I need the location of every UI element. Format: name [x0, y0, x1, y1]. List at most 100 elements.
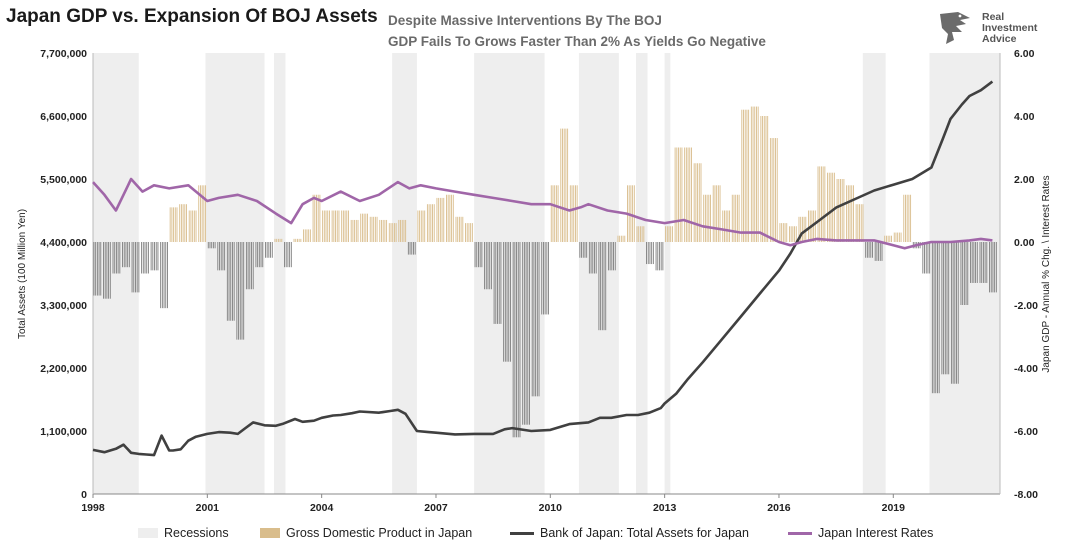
gdp-bar-stripe: [950, 242, 952, 384]
recession-band: [636, 53, 648, 494]
gdp-bar-stripe: [717, 185, 719, 242]
gdp-bar: [474, 242, 483, 268]
y-axis-label-left: Total Assets (100 Million Yen): [17, 209, 28, 339]
gdp-bar-stripe: [582, 242, 584, 258]
gdp-bar-stripe: [748, 109, 750, 242]
gdp-bar-stripe: [827, 172, 829, 242]
gdp-bar: [436, 197, 445, 242]
gdp-bar-stripe: [241, 242, 243, 340]
gdp-bar-stripe: [943, 242, 945, 375]
y-tick-label-right: -8.00: [1014, 489, 1038, 501]
gdp-bar-stripe: [846, 185, 848, 242]
gdp-bar-stripe: [327, 210, 329, 242]
gdp-bar-stripe: [376, 216, 378, 242]
gdp-bar-stripe: [96, 242, 98, 296]
gdp-bar-stripe: [548, 242, 550, 315]
gdp-bar-stripe: [784, 223, 786, 242]
gdp-bar-stripe: [638, 226, 640, 242]
gdp-bar: [855, 204, 864, 242]
gdp-bar-stripe: [565, 128, 567, 242]
gdp-bar-stripe: [872, 242, 873, 258]
gdp-bar-stripe: [462, 216, 464, 242]
gdp-bar: [131, 242, 140, 293]
gdp-bar-stripe: [776, 138, 778, 242]
gdp-bar-stripe: [655, 242, 657, 271]
gdp-bar-stripe: [841, 179, 843, 242]
gdp-bar-stripe: [660, 242, 662, 271]
y-tick-label-left: 4,400,000: [40, 237, 87, 249]
gdp-bar-stripe: [268, 242, 270, 258]
legend-label-rates: Japan Interest Rates: [818, 526, 934, 540]
gdp-bar-stripe: [470, 223, 472, 242]
gdp-bar-stripe: [832, 172, 834, 242]
gdp-bar-stripe: [285, 242, 287, 268]
gdp-bar-stripe: [405, 219, 407, 242]
gdp-bar-stripe: [603, 242, 605, 331]
gdp-bar-stripe: [381, 219, 382, 242]
gdp-bar-stripe: [649, 242, 651, 265]
gdp-bar-stripe: [906, 194, 908, 242]
gdp-bar-stripe: [941, 242, 943, 375]
gdp-bar-stripe: [258, 242, 260, 268]
gdp-bar-stripe: [284, 242, 285, 268]
legend-swatch-assets: [510, 531, 534, 535]
logo-line-1: Real: [982, 11, 1005, 23]
gdp-bar-stripe: [400, 219, 401, 242]
recession-band: [274, 53, 286, 494]
gdp-bar-stripe: [201, 185, 203, 242]
gdp-bar-stripe: [395, 223, 397, 242]
gdp-bar-stripe: [824, 166, 826, 242]
gdp-bar-stripe: [131, 242, 133, 293]
gdp-bar-stripe: [592, 242, 594, 274]
gdp-bar-stripe: [535, 242, 537, 397]
gdp-bar: [865, 242, 873, 258]
gdp-bar-stripe: [529, 242, 530, 425]
gdp-bar-stripe: [889, 235, 891, 242]
gdp-bar: [350, 219, 359, 242]
gdp-bar-stripe: [708, 194, 710, 242]
gdp-bar-stripe: [569, 185, 571, 242]
gdp-bar-stripe: [860, 204, 862, 242]
gdp-bar-stripe: [231, 242, 233, 321]
gdp-bar: [950, 242, 959, 384]
gdp-bar: [245, 242, 254, 290]
gdp-bar-stripe: [303, 229, 305, 242]
gdp-bar-stripe: [214, 242, 216, 249]
gdp-bar-stripe: [652, 242, 654, 265]
gdp-bar-stripe: [247, 242, 249, 290]
gdp-bar-stripe: [119, 242, 121, 274]
gdp-bar-stripe: [563, 128, 565, 242]
gdp-bar-stripe: [270, 242, 272, 258]
brand-logo: Real Investment Advice: [938, 10, 1068, 46]
legend-item-rates: Japan Interest Rates: [788, 526, 933, 540]
gdp-bar-stripe: [422, 210, 424, 242]
gdp-bar-stripe: [428, 204, 430, 242]
gdp-bar-stripe: [538, 242, 540, 397]
gdp-bar-stripe: [100, 242, 102, 296]
gdp-bar-stripe: [504, 242, 506, 362]
gdp-bar: [874, 242, 883, 261]
gdp-bar-stripe: [865, 242, 867, 258]
boj-assets-line: [92, 80, 994, 457]
gdp-bar-stripe: [976, 242, 978, 283]
gdp-bar-stripe: [633, 185, 635, 242]
gdp-bar-stripe: [689, 147, 691, 242]
gdp-bar-stripe: [567, 128, 569, 242]
gdp-bar-stripe: [176, 207, 178, 242]
gdp-bar: [264, 242, 273, 258]
legend-swatch-recessions: [138, 528, 158, 538]
gdp-bar-stripe: [506, 242, 508, 362]
gdp-bar-stripe: [887, 235, 889, 242]
gdp-bar-stripe: [562, 128, 563, 242]
gdp-bar-stripe: [765, 116, 767, 242]
gdp-bar-stripe: [933, 242, 935, 394]
gdp-bar: [760, 116, 769, 242]
gdp-bar-stripe: [605, 242, 607, 331]
gdp-bar-stripe: [245, 242, 247, 290]
gdp-bar-stripe: [306, 229, 308, 242]
gdp-bar-stripe: [897, 232, 899, 242]
gdp-bar: [150, 242, 159, 271]
gdp-bar-stripe: [424, 210, 426, 242]
gdp-bar-stripe: [401, 219, 403, 242]
gdp-bar-stripe: [179, 204, 181, 242]
